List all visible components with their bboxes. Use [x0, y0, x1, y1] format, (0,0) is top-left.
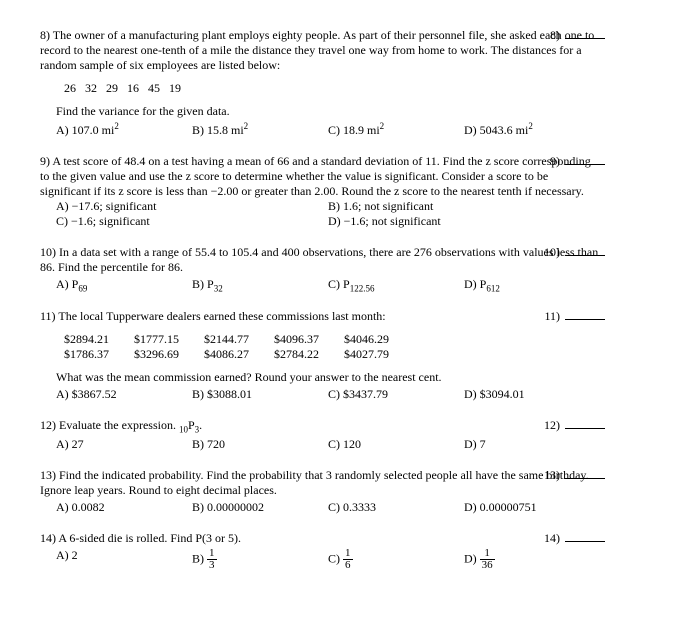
q14-text: A 6-sided die is rolled. Find P(3 or 5). [58, 531, 241, 545]
question-number: 10) [40, 245, 56, 260]
q9-choices: A) −17.6; significant B) 1.6; not signif… [40, 199, 600, 229]
answer-blank-8: 8) [550, 28, 605, 43]
question-number: 14) [40, 531, 56, 546]
question-12: 12) 12) Evaluate the expression. 10P3. A… [40, 418, 600, 451]
question-text: 12) Evaluate the expression. 10P3. [40, 418, 600, 434]
answer-blank-10: 10) [544, 245, 605, 260]
blank-num: 13) [544, 468, 560, 482]
choice-b: B) 13 [192, 548, 328, 571]
q9-text: A test score of 48.4 on a test having a … [40, 154, 591, 198]
question-number: 13) [40, 468, 56, 483]
q13-text: Find the indicated probability. Find the… [40, 468, 589, 497]
choice-b: B) 1.6; not significant [328, 199, 600, 214]
answer-blank-11: 11) [544, 309, 605, 324]
question-number: 8) [40, 28, 50, 43]
question-number: 11) [40, 309, 56, 324]
blank-num: 11) [544, 309, 560, 323]
choice-c: C) $3437.79 [328, 387, 464, 402]
answer-blank-13: 13) [544, 468, 605, 483]
answer-blank-9: 9) [550, 154, 605, 169]
choice-c: C) 16 [328, 548, 464, 571]
choice-d: D) 0.00000751 [464, 500, 600, 515]
blank-line [565, 164, 605, 165]
choice-b: B) 720 [192, 437, 328, 452]
cell: $4027.79 [344, 347, 414, 362]
choice-c: C) −1.6; significant [56, 214, 328, 229]
question-10: 10) 10) In a data set with a range of 55… [40, 245, 600, 293]
blank-line [565, 478, 605, 479]
q8-prompt: Find the variance for the given data. [40, 104, 600, 119]
question-number: 9) [40, 154, 50, 169]
q12-pre: Evaluate the expression. [59, 418, 179, 432]
q8-text: The owner of a manufacturing plant emplo… [40, 28, 594, 72]
choice-d: D) 136 [464, 548, 600, 571]
q11-prompt: What was the mean commission earned? Rou… [40, 370, 600, 385]
q11-text: The local Tupperware dealers earned thes… [58, 309, 385, 323]
choice-a: A) $3867.52 [56, 387, 192, 402]
q10-choices: A) P69 B) P32 C) P122.56 D) P612 [40, 277, 600, 293]
blank-num: 8) [550, 28, 560, 42]
q11-data-table: $2894.21 $1777.15 $2144.77 $4096.37 $404… [40, 332, 600, 362]
q8-choices: A) 107.0 mi2 B) 15.8 mi2 C) 18.9 mi2 D) … [40, 121, 600, 138]
cell: $4096.37 [274, 332, 344, 347]
choice-a: A) 27 [56, 437, 192, 452]
cell: $1777.15 [134, 332, 204, 347]
cell: $3296.69 [134, 347, 204, 362]
q10-text: In a data set with a range of 55.4 to 10… [40, 245, 598, 274]
blank-num: 12) [544, 418, 560, 432]
choice-a: A) −17.6; significant [56, 199, 328, 214]
cell: $4046.29 [344, 332, 414, 347]
choice-d: D) −1.6; not significant [328, 214, 600, 229]
blank-line [565, 255, 605, 256]
blank-num: 9) [550, 154, 560, 168]
question-text: 13) Find the indicated probability. Find… [40, 468, 600, 498]
question-text: 11) The local Tupperware dealers earned … [40, 309, 600, 324]
choice-c: C) 120 [328, 437, 464, 452]
choice-d: D) 7 [464, 437, 600, 452]
answer-blank-14: 14) [544, 531, 605, 546]
choice-c: C) P122.56 [328, 277, 464, 293]
question-9: 9) 9) A test score of 48.4 on a test hav… [40, 154, 600, 229]
choice-c: C) 18.9 mi2 [328, 121, 464, 138]
q11-choices: A) $3867.52 B) $3088.01 C) $3437.79 D) $… [40, 387, 600, 402]
cell: $4086.27 [204, 347, 274, 362]
question-11: 11) 11) The local Tupperware dealers ear… [40, 309, 600, 402]
blank-num: 14) [544, 531, 560, 545]
question-text: 14) A 6-sided die is rolled. Find P(3 or… [40, 531, 600, 546]
choice-d: D) 5043.6 mi2 [464, 121, 600, 138]
choice-b: B) $3088.01 [192, 387, 328, 402]
question-text: 9) A test score of 48.4 on a test having… [40, 154, 600, 199]
choice-b: B) 15.8 mi2 [192, 121, 328, 138]
cell: $2784.22 [274, 347, 344, 362]
choice-a: A) 2 [56, 548, 192, 571]
choice-a: A) P69 [56, 277, 192, 293]
question-number: 12) [40, 418, 56, 433]
question-14: 14) 14) A 6-sided die is rolled. Find P(… [40, 531, 600, 571]
question-text: 8) The owner of a manufacturing plant em… [40, 28, 600, 73]
choice-b: B) 0.00000002 [192, 500, 328, 515]
q14-choices: A) 2 B) 13 C) 16 D) 136 [40, 548, 600, 571]
cell: $1786.37 [64, 347, 134, 362]
blank-line [565, 428, 605, 429]
choice-c: C) 0.3333 [328, 500, 464, 515]
blank-line [565, 541, 605, 542]
question-8: 8) 8) The owner of a manufacturing plant… [40, 28, 600, 138]
question-13: 13) 13) Find the indicated probability. … [40, 468, 600, 515]
cell: $2894.21 [64, 332, 134, 347]
choice-a: A) 107.0 mi2 [56, 121, 192, 138]
choice-d: D) P612 [464, 277, 600, 293]
blank-num: 10) [544, 245, 560, 259]
blank-line [565, 319, 605, 320]
choice-b: B) P32 [192, 277, 328, 293]
cell: $2144.77 [204, 332, 274, 347]
answer-blank-12: 12) [544, 418, 605, 433]
question-text: 10) In a data set with a range of 55.4 t… [40, 245, 600, 275]
q13-choices: A) 0.0082 B) 0.00000002 C) 0.3333 D) 0.0… [40, 500, 600, 515]
q8-data: 26 32 29 16 45 19 [40, 81, 600, 96]
choice-d: D) $3094.01 [464, 387, 600, 402]
blank-line [565, 38, 605, 39]
q12-choices: A) 27 B) 720 C) 120 D) 7 [40, 437, 600, 452]
choice-a: A) 0.0082 [56, 500, 192, 515]
